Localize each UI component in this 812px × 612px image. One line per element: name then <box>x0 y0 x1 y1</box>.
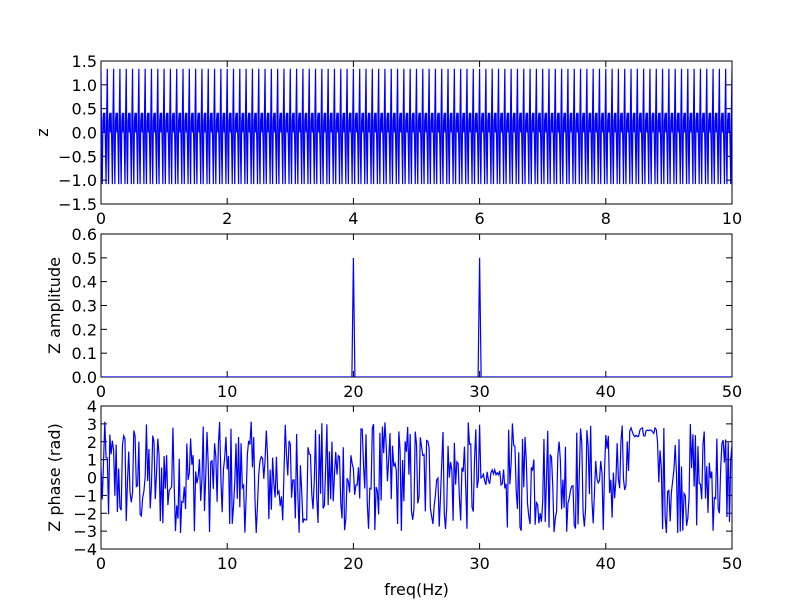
x-tick-label: 40 <box>596 382 616 401</box>
x-tick-label: 6 <box>475 209 485 228</box>
y-tick-label: 0.3 <box>72 297 97 316</box>
y-tick-label: 0.5 <box>72 249 97 268</box>
phase-line <box>101 421 732 534</box>
y-tick-label: 0.2 <box>72 320 97 339</box>
y-tick-label: 1.5 <box>72 52 97 71</box>
y-tick-label: 0.4 <box>72 273 97 292</box>
y-tick-label: 1 <box>87 451 97 470</box>
axes-frame <box>100 233 733 378</box>
x-tick-label: 20 <box>343 382 363 401</box>
y-tick-label: 0 <box>87 469 97 488</box>
y-tick-label: 0.1 <box>72 344 97 363</box>
y-axis-label: z <box>33 128 52 136</box>
amplitude-spectrum-axes: 0 10 20 30 40 50 0.0 0.1 0.2 0.3 0.4 0.5 0.6 Z amplit… <box>45 225 742 401</box>
y-axis-label: Z amplitude <box>45 257 64 354</box>
y-tick-label: −0.5 <box>58 147 97 166</box>
y-tick-label: −1.0 <box>58 171 97 190</box>
signal-line <box>101 68 732 185</box>
x-tick-label: 4 <box>348 209 358 228</box>
y-tick-label: −1.5 <box>58 195 97 214</box>
x-tick-label: 10 <box>217 382 237 401</box>
y-tick-label: 2 <box>87 433 97 452</box>
y-tick-label: 1.0 <box>72 76 97 95</box>
amplitude-line <box>101 257 732 377</box>
y-tick-label: −1 <box>73 486 97 505</box>
x-tick-label: 10 <box>722 209 742 228</box>
y-tick-label: 0.0 <box>72 368 97 387</box>
x-axis-label: freq(Hz) <box>384 580 449 599</box>
y-tick-label: −2 <box>73 504 97 523</box>
x-tick-label: 8 <box>601 209 611 228</box>
x-tick-label: 20 <box>343 554 363 573</box>
x-tick-label: 2 <box>222 209 232 228</box>
y-tick-label: 0.0 <box>72 124 97 143</box>
x-tick-label: 50 <box>722 382 742 401</box>
x-tick-label: 30 <box>469 382 489 401</box>
y-axis-label: Z phase (rad) <box>45 423 64 531</box>
x-tick-label: 40 <box>596 554 616 573</box>
y-tick-label: −3 <box>73 522 97 541</box>
y-tick-label: 0.6 <box>72 225 97 244</box>
y-tick-label: 4 <box>87 397 97 416</box>
y-tick-label: 3 <box>87 415 97 434</box>
time-domain-axes: 0 2 4 6 8 10 −1.5 −1.0 −0.5 0.0 0.5 1.0 1.5 z <box>33 52 742 228</box>
x-tick-label: 50 <box>722 554 742 573</box>
x-tick-label: 0 <box>96 209 106 228</box>
y-tick-label: 0.5 <box>72 100 97 119</box>
x-tick-label: 30 <box>469 554 489 573</box>
y-tick-label: −4 <box>73 540 97 559</box>
x-tick-label: 10 <box>217 554 237 573</box>
x-tick-label: 0 <box>96 554 106 573</box>
x-tick-label: 0 <box>96 382 106 401</box>
